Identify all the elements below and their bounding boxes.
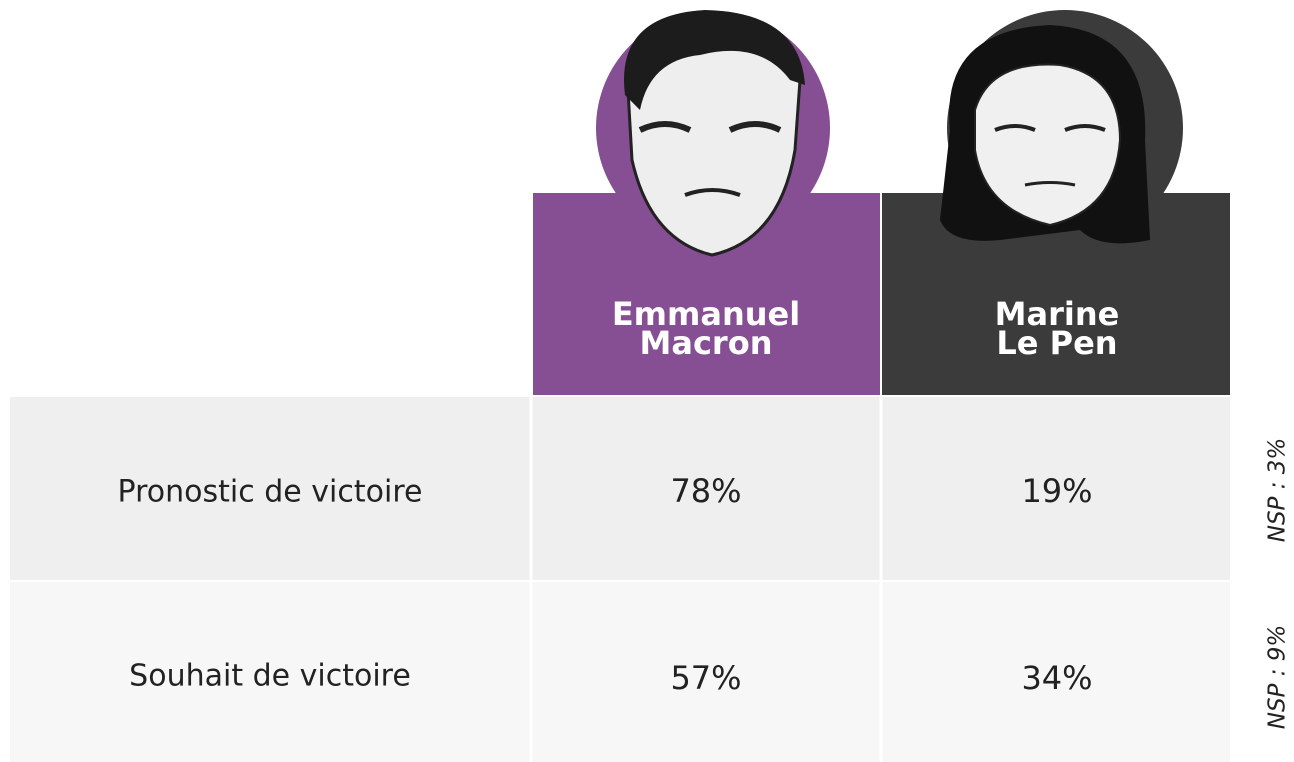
row-label: Pronostic de victoire [118,475,423,510]
cell-value: 19% [1021,472,1092,510]
portrait-lepen [940,25,1150,243]
cell-value: 78% [670,472,741,510]
cell-value: 57% [670,659,741,697]
cell-value: 34% [1021,659,1092,697]
column-header: Le Pen [996,324,1117,362]
side-note: NSP : 9% [1265,625,1291,730]
table-infographic: Emmanuel Macron Marine Le Pen Pronostic … [0,0,1294,762]
row-label: Souhait de victoire [129,659,411,694]
side-note: NSP : 3% [1265,438,1291,543]
page: Emmanuel Macron Marine Le Pen Pronostic … [0,0,1294,762]
column-header: Macron [640,324,773,362]
